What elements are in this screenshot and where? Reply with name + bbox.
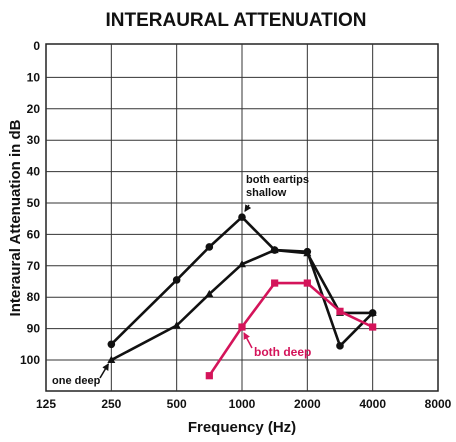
x-tick-label: 500 [167,397,187,411]
y-tick-label: 60 [27,227,41,241]
y-tick-label: 10 [27,70,41,84]
annotation-arrow [243,332,253,349]
series-line [110,215,374,348]
data-point [205,243,214,251]
series-one-deep [107,245,377,363]
data-point [336,307,344,315]
y-tick-labels: 0 10 20 30 40 50 60 70 80 90 100 [20,39,40,367]
data-point [368,308,377,316]
data-point [172,276,181,284]
series-group [107,213,377,380]
data-point [172,321,181,329]
y-tick-label: 70 [27,259,41,273]
data-point [205,289,214,298]
y-axis-label: Interaural Attenuation in dB [7,119,24,316]
annotation-arrow [99,363,109,379]
x-tick-labels: 125 250 500 1000 2000 4000 8000 [36,397,452,411]
chart-title: INTERAURAL ATTENUATION [105,10,366,31]
x-tick-label: 4000 [359,397,386,411]
data-point [369,323,377,331]
data-point [271,279,279,287]
x-tick-label: 1000 [229,397,256,411]
y-tick-label: 90 [27,322,41,336]
data-point [238,260,246,268]
data-point [107,355,116,363]
series-both-deep [205,279,377,380]
series-line [208,281,374,377]
annotations: both eartips shallow one deep both deep [52,174,311,387]
y-tick-label: 50 [27,196,41,210]
data-point [270,245,279,254]
y-tick-label: 0 [33,39,40,53]
y-tick-label: 80 [27,290,41,304]
y-tick-label: 20 [27,102,41,116]
data-point [303,249,312,257]
x-tick-label: 2000 [294,397,321,411]
data-point [107,340,116,349]
data-point [336,342,344,350]
series-line [110,248,373,362]
data-point [205,372,213,380]
data-point [238,213,246,221]
x-tick-label: 8000 [425,397,452,411]
y-tick-label: 30 [27,133,41,147]
annotation-label: both deep [254,345,311,359]
annotation-arrow [244,204,252,212]
y-tick-label: 100 [20,353,40,367]
data-point [238,323,246,331]
y-tick-label: 40 [27,165,41,179]
data-point [303,279,311,287]
annotation-label: one deep [52,375,101,387]
annotation-label: both eartips shallow [246,174,309,199]
x-axis-label: Frequency (Hz) [188,419,296,436]
x-tick-label: 250 [101,397,121,411]
x-tick-label: 125 [36,397,56,411]
